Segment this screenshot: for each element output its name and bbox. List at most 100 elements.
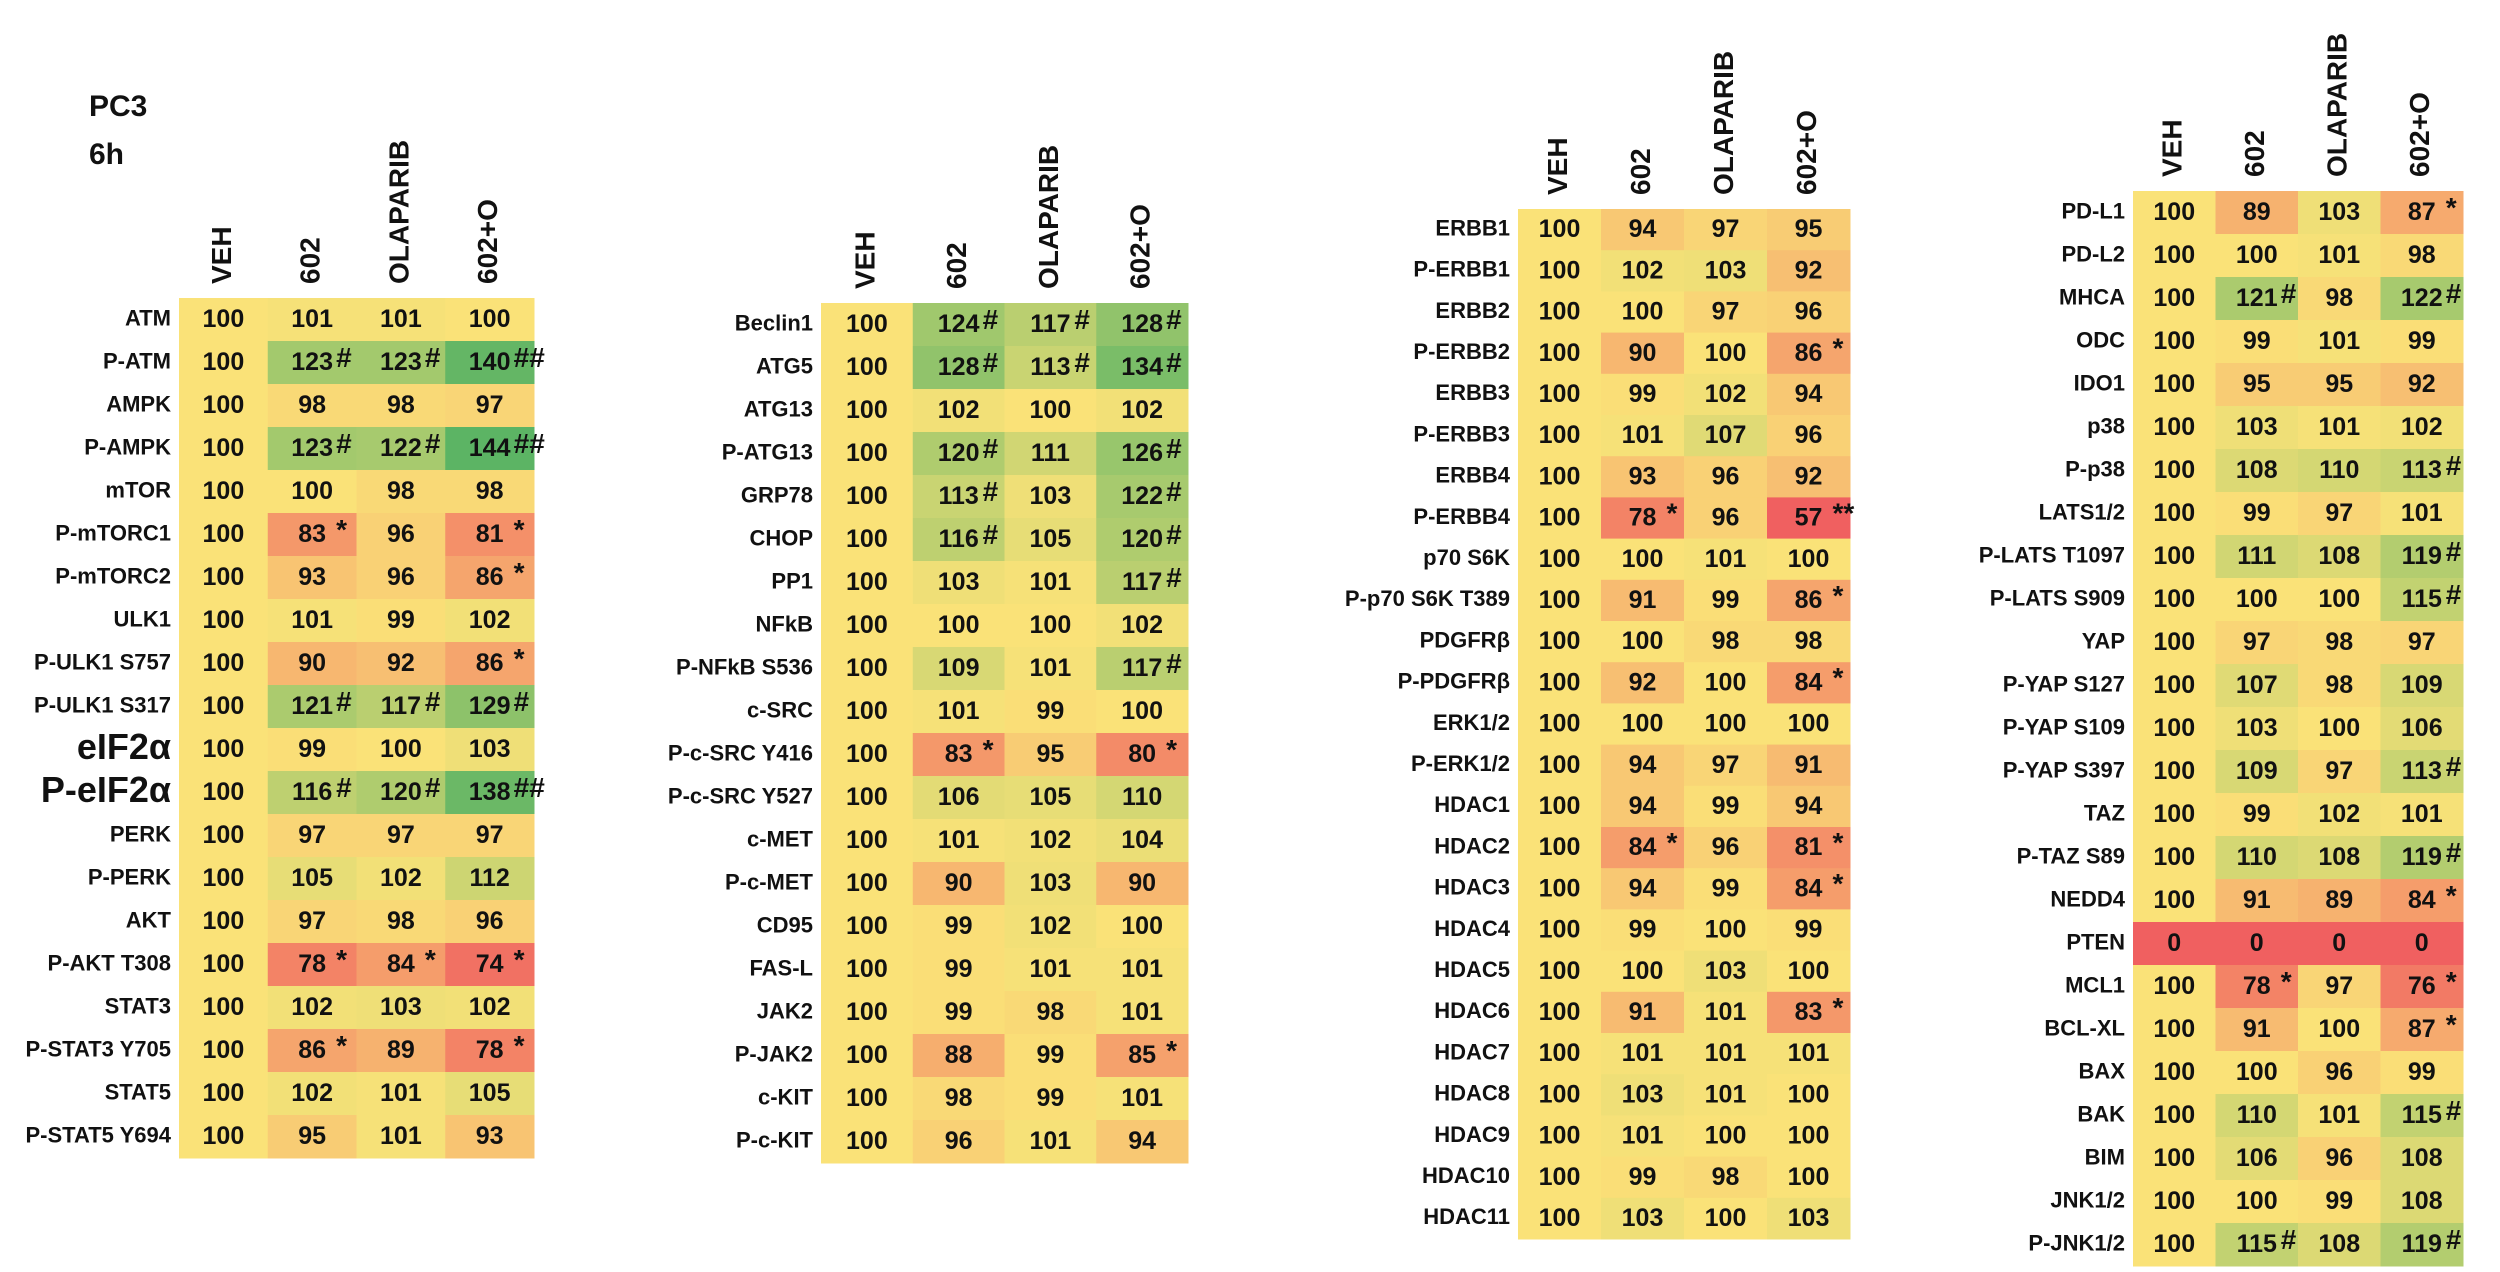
heat-cell [2215,664,2299,708]
heat-cell [2133,1008,2216,1052]
heat-cell [267,1029,357,1073]
significance-mark: # [2446,536,2462,567]
row-label: P-LATS T1097 [1979,542,2125,567]
row-label: P-YAP S109 [2003,714,2125,739]
row-label: BAK [2077,1101,2125,1126]
significance-mark: * [1166,734,1177,765]
heat-cell [821,432,914,476]
cell-value: 100 [203,305,245,333]
cell-value: 100 [1539,298,1581,326]
row-label: HDAC6 [1434,998,1510,1023]
significance-mark: * [2446,1009,2457,1040]
heat-cell [356,298,446,342]
cell-value: 101 [1030,1127,1072,1155]
heat-cell [179,1072,269,1116]
heat-cell [1684,1074,1768,1116]
heat-cell [267,513,357,557]
cell-value: 100 [1622,957,1664,985]
cell-value: 102 [1622,256,1664,284]
heat-cell [1601,250,1685,292]
column-header: 602 [2239,130,2270,177]
cell-value: 98 [2325,671,2353,699]
cell-value: 106 [2236,1144,2278,1172]
heat-cell [1684,1033,1768,1075]
heat-cell [1004,1077,1097,1121]
significance-mark: * [983,734,994,765]
cell-value: 97 [2325,499,2353,527]
cell-value: 97 [476,391,504,419]
cell-value: 101 [2318,327,2360,355]
cell-value: 100 [203,649,245,677]
heat-cell [2133,750,2216,794]
cell-value: 100 [846,1084,888,1112]
cell-value: 78 [2243,972,2271,1000]
heat-cell [445,1029,535,1073]
row-label: P-ERBB2 [1413,339,1510,364]
heat-cell [1518,744,1602,787]
cell-value: 91 [2243,886,2271,914]
significance-mark: # [1166,648,1182,679]
cell-value: 96 [476,907,504,935]
cell-value: 78 [476,1036,504,1064]
heat-cell [2133,277,2216,321]
row-label: p70 S6K [1423,545,1510,570]
heat-cell [2298,707,2381,751]
cell-value: 100 [1705,339,1747,367]
heat-cell [267,685,357,729]
heat-cell [1767,950,1851,993]
cell-value: 113 [1030,353,1070,381]
cell-value: 101 [1788,1039,1830,1067]
heat-cell [179,384,269,428]
row-label: NEDD4 [2050,886,2125,911]
significance-mark: # [1166,347,1182,378]
cell-value: 100 [846,396,888,424]
cell-value: 90 [945,869,973,897]
significance-mark: * [1833,827,1844,858]
heat-cell [1518,909,1602,952]
heat-cell [2298,664,2381,708]
cell-value: 100 [1539,833,1581,861]
heat-cell [2298,406,2381,450]
heat-cell [267,1072,357,1116]
heat-cell [445,341,535,385]
cell-value: 100 [203,735,245,763]
heat-cell [267,900,357,944]
heat-cell [1767,332,1851,375]
column-header: 602+O [472,199,503,284]
cell-value: 100 [203,1122,245,1150]
row-label: BAX [2079,1058,2126,1083]
heat-cell [2215,191,2299,235]
heat-cell [1767,909,1851,952]
significance-mark: * [514,944,525,975]
heat-cell [1601,332,1685,375]
heat-cell [1601,868,1685,910]
cell-value: 119 [2402,542,2442,570]
cell-value: 92 [387,649,415,677]
heat-cell [2133,234,2216,278]
heat-cell [356,599,446,643]
row-label: CD95 [757,912,813,937]
heat-cell [2133,1180,2216,1224]
heat-cell [1767,662,1851,704]
column-header: VEH [206,226,237,284]
heat-cell [2215,492,2299,536]
cell-value: 100 [1705,1122,1747,1150]
heat-cell [2298,836,2381,880]
panel: VEH 602 OLAPARIB 602+O PD-L1 100 89 103 87 * PD-L2… [1979,33,2464,1267]
cell-value: 100 [203,778,245,806]
cell-value: 99 [2408,327,2436,355]
heat-cell [1601,991,1685,1034]
cell-value: 99 [2243,327,2271,355]
heat-cell [2298,1137,2381,1181]
row-label: HDAC4 [1434,916,1511,941]
heat-cell [445,599,535,643]
cell-value: 99 [945,955,973,983]
cell-value: 99 [1795,916,1823,944]
cell-value: 100 [1539,421,1581,449]
cell-value: 105 [469,1079,511,1107]
heat-cell [2133,535,2216,579]
cell-value: 86 [298,1036,326,1064]
row-label: P-ATG13 [722,439,813,464]
cell-value: 96 [387,563,415,591]
heat-cell [1601,621,1685,663]
